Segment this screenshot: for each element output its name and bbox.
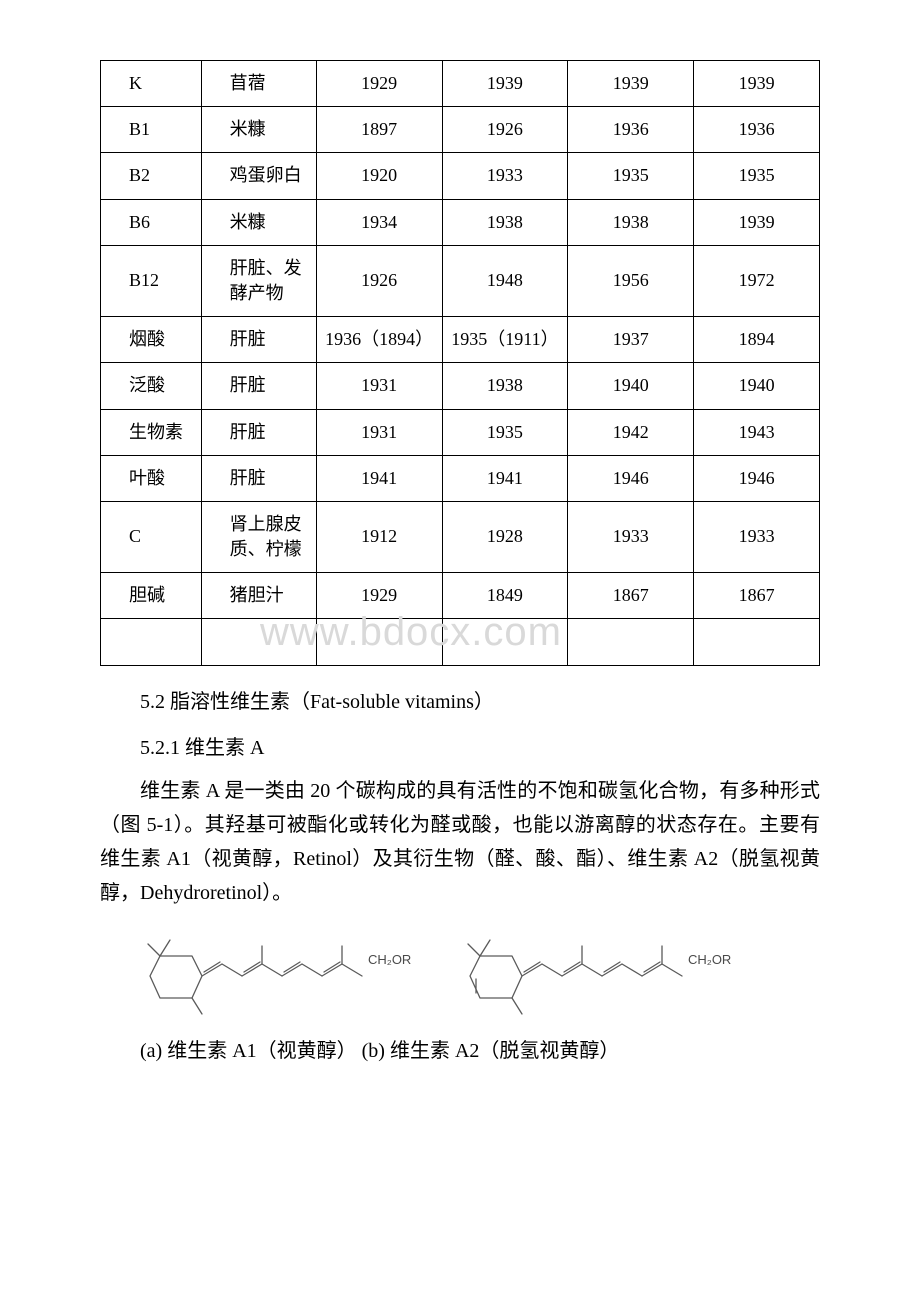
table-cell: 1938 [442, 363, 568, 409]
table-row: 泛酸肝脏1931193819401940 [101, 363, 820, 409]
table-row: B1米糠1897192619361936 [101, 107, 820, 153]
table-cell: C [101, 501, 202, 572]
table-cell: 肝脏 [201, 455, 316, 501]
table-cell: 1920 [316, 153, 442, 199]
table-cell: 1935（1911） [442, 317, 568, 363]
table-cell: 米糠 [201, 107, 316, 153]
table-cell [568, 619, 694, 665]
table-cell: 1946 [694, 455, 820, 501]
table-cell: 1939 [694, 199, 820, 245]
table-cell: 1948 [442, 245, 568, 316]
table-row: K苜蓿1929193919391939 [101, 61, 820, 107]
table-row: B12肝脏、发酵产物1926194819561972 [101, 245, 820, 316]
table-cell: 苜蓿 [201, 61, 316, 107]
table-cell [694, 619, 820, 665]
table-row: C肾上腺皮质、柠檬1912192819331933 [101, 501, 820, 572]
table-cell [316, 619, 442, 665]
section-heading-5-2: 5.2 脂溶性维生素（Fat-soluble vitamins） [100, 686, 820, 718]
chemical-structures: CH₂OR [100, 926, 820, 1026]
table-cell: 1897 [316, 107, 442, 153]
table-cell: 肝脏 [201, 317, 316, 363]
table-cell: B1 [101, 107, 202, 153]
table-cell: 生物素 [101, 409, 202, 455]
table-cell: 1939 [442, 61, 568, 107]
table-row: 胆碱猪胆汁1929184918671867 [101, 573, 820, 619]
table-cell: K [101, 61, 202, 107]
table-cell: 叶酸 [101, 455, 202, 501]
table-cell: 1937 [568, 317, 694, 363]
table-cell: 1939 [568, 61, 694, 107]
table-cell: 1939 [694, 61, 820, 107]
table-cell [101, 619, 202, 665]
table-cell: 1867 [568, 573, 694, 619]
table-row-empty [101, 619, 820, 665]
table-cell: 1936 [694, 107, 820, 153]
table-cell: 肝脏 [201, 409, 316, 455]
table-cell: 1940 [568, 363, 694, 409]
table-cell: 1946 [568, 455, 694, 501]
structure-a1: CH₂OR [140, 926, 430, 1026]
table-cell: 肝脏 [201, 363, 316, 409]
table-cell: 1931 [316, 363, 442, 409]
structure-caption: (a) 维生素 A1（视黄醇） (b) 维生素 A2（脱氢视黄醇） [100, 1034, 820, 1063]
table-cell: 1931 [316, 409, 442, 455]
table-cell: 猪胆汁 [201, 573, 316, 619]
table-cell [442, 619, 568, 665]
table-cell: 1941 [316, 455, 442, 501]
table-cell: 1849 [442, 573, 568, 619]
table-cell: 1933 [442, 153, 568, 199]
table-cell: 肾上腺皮质、柠檬 [201, 501, 316, 572]
table-cell: 泛酸 [101, 363, 202, 409]
table-cell: 1926 [316, 245, 442, 316]
table-cell: B6 [101, 199, 202, 245]
table-cell: 米糠 [201, 199, 316, 245]
table-cell: 1935 [442, 409, 568, 455]
structure-a2-label: CH₂OR [688, 952, 731, 967]
table-cell: 1934 [316, 199, 442, 245]
table-cell: 1933 [694, 501, 820, 572]
table-cell: 1935 [568, 153, 694, 199]
structure-a1-label: CH₂OR [368, 952, 411, 967]
table-cell: 1941 [442, 455, 568, 501]
table-cell: 1867 [694, 573, 820, 619]
table-cell: 肝脏、发酵产物 [201, 245, 316, 316]
table-cell: 1938 [442, 199, 568, 245]
structure-a2: CH₂OR [460, 926, 750, 1026]
table-cell: 1926 [442, 107, 568, 153]
table-cell: 胆碱 [101, 573, 202, 619]
table-cell: 1956 [568, 245, 694, 316]
table-cell: B2 [101, 153, 202, 199]
table-cell: 1936 [568, 107, 694, 153]
table-cell: 1912 [316, 501, 442, 572]
table-cell: 1933 [568, 501, 694, 572]
table-row: 叶酸肝脏1941194119461946 [101, 455, 820, 501]
table-cell: 1935 [694, 153, 820, 199]
table-cell: 1929 [316, 61, 442, 107]
table-cell: 1938 [568, 199, 694, 245]
table-cell: 烟酸 [101, 317, 202, 363]
table-cell: 1940 [694, 363, 820, 409]
table-cell: 1928 [442, 501, 568, 572]
table-cell: 鸡蛋卵白 [201, 153, 316, 199]
table-row: 烟酸肝脏1936（1894）1935（1911）19371894 [101, 317, 820, 363]
table-cell: 1936（1894） [316, 317, 442, 363]
table-cell [201, 619, 316, 665]
vitamin-table: K苜蓿1929193919391939B1米糠1897192619361936B… [100, 60, 820, 666]
table-cell: 1929 [316, 573, 442, 619]
table-cell: 1972 [694, 245, 820, 316]
table-cell: 1894 [694, 317, 820, 363]
table-row: B6米糠1934193819381939 [101, 199, 820, 245]
table-row: B2鸡蛋卵白1920193319351935 [101, 153, 820, 199]
section-heading-5-2-1: 5.2.1 维生素 A [100, 732, 820, 764]
paragraph-vitamin-a: 维生素 A 是一类由 20 个碳构成的具有活性的不饱和碳氢化合物，有多种形式（图… [100, 774, 820, 910]
table-cell: 1943 [694, 409, 820, 455]
table-cell: B12 [101, 245, 202, 316]
table-row: 生物素肝脏1931193519421943 [101, 409, 820, 455]
table-cell: 1942 [568, 409, 694, 455]
